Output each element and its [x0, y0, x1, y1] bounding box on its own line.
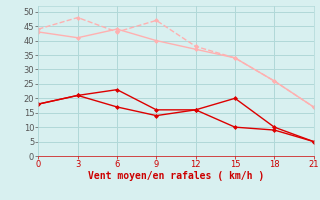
X-axis label: Vent moyen/en rafales ( km/h ): Vent moyen/en rafales ( km/h ) — [88, 171, 264, 181]
